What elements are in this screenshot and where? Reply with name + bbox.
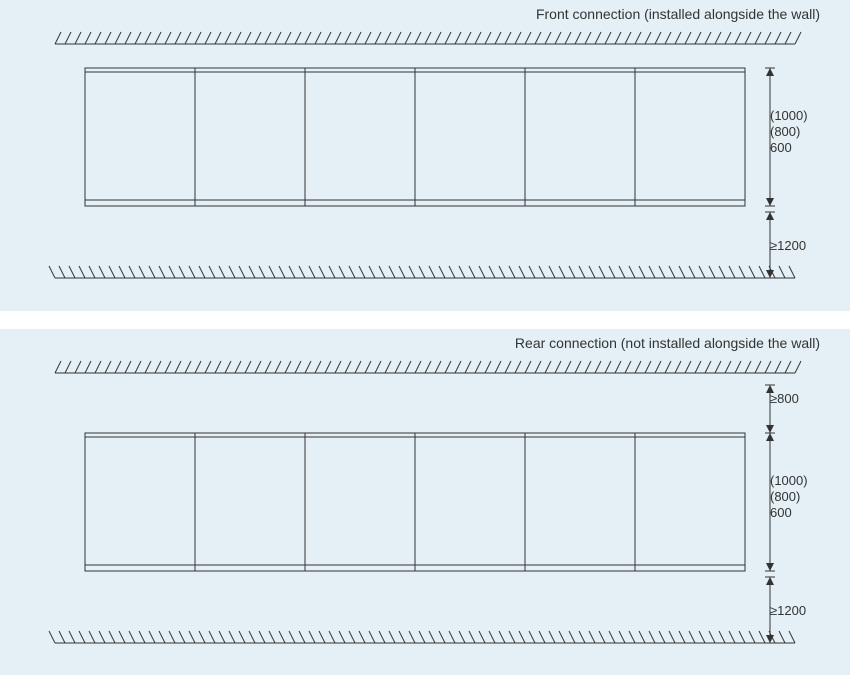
- panel1-svg: (1000)(800)600 ≥1200: [0, 26, 850, 311]
- svg-text:600: 600: [770, 505, 792, 520]
- panel1-title: Front connection (installed alongside th…: [0, 0, 850, 26]
- svg-text:≥1200: ≥1200: [770, 238, 806, 253]
- panel-front-connection: Front connection (installed alongside th…: [0, 0, 850, 311]
- svg-text:≥800: ≥800: [770, 391, 799, 406]
- svg-text:≥1200: ≥1200: [770, 603, 806, 618]
- panel-gap: [0, 311, 850, 329]
- svg-text:(1000): (1000): [770, 108, 808, 123]
- svg-text:(800): (800): [770, 489, 800, 504]
- svg-text:(800): (800): [770, 124, 800, 139]
- svg-text:(1000): (1000): [770, 473, 808, 488]
- panel2-svg: ≥800 (1000)(800)600 ≥1200: [0, 355, 850, 675]
- svg-text:600: 600: [770, 140, 792, 155]
- panel2-title: Rear connection (not installed alongside…: [0, 329, 850, 355]
- panel-rear-connection: Rear connection (not installed alongside…: [0, 329, 850, 675]
- diagram-wrap: Front connection (installed alongside th…: [0, 0, 850, 675]
